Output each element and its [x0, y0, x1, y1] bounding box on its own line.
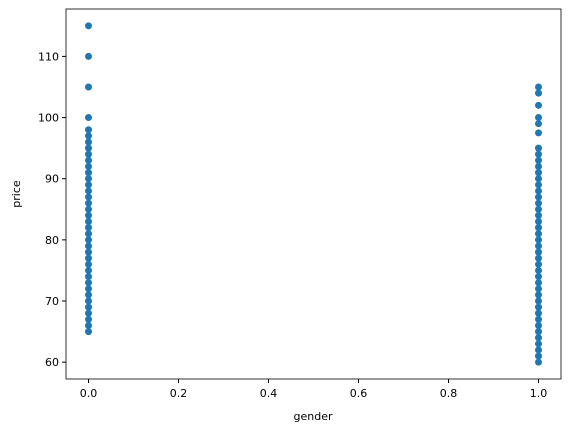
- point: [85, 303, 92, 311]
- point: [535, 169, 542, 177]
- point: [85, 236, 92, 244]
- point: [535, 230, 542, 238]
- point: [535, 321, 542, 329]
- point: [535, 156, 542, 164]
- point: [535, 175, 542, 183]
- x-tick-label: 0.0: [80, 387, 98, 400]
- point: [535, 303, 542, 311]
- x-tick-label: 0.2: [170, 387, 188, 400]
- point: [85, 321, 92, 329]
- point: [85, 126, 92, 134]
- x-axis-label: gender: [294, 410, 333, 423]
- point: [535, 199, 542, 207]
- point: [535, 260, 542, 268]
- point: [85, 114, 92, 122]
- point: [535, 162, 542, 170]
- point: [535, 218, 542, 226]
- point: [535, 285, 542, 293]
- point: [535, 279, 542, 287]
- point: [85, 199, 92, 207]
- point: [85, 22, 92, 30]
- point: [535, 309, 542, 317]
- point: [85, 193, 92, 201]
- x-tick-label: 1.0: [530, 387, 548, 400]
- point: [85, 242, 92, 250]
- point: [85, 309, 92, 317]
- y-tick-label: 60: [45, 356, 59, 369]
- y-tick-label: 100: [38, 112, 59, 125]
- point: [85, 156, 92, 164]
- point: [85, 83, 92, 91]
- point: [85, 132, 92, 140]
- point: [535, 144, 542, 152]
- point: [85, 211, 92, 219]
- point: [535, 266, 542, 274]
- point: [535, 340, 542, 348]
- point: [85, 315, 92, 323]
- point: [535, 211, 542, 219]
- point: [535, 120, 542, 128]
- point: [535, 129, 542, 137]
- point: [85, 181, 92, 189]
- plot-frame: [65, 8, 562, 380]
- point: [85, 218, 92, 226]
- point: [85, 175, 92, 183]
- point: [535, 83, 542, 91]
- point: [85, 224, 92, 232]
- point: [85, 254, 92, 262]
- point: [85, 266, 92, 274]
- point: [535, 297, 542, 305]
- point: [535, 101, 542, 109]
- point: [535, 352, 542, 360]
- point: [85, 144, 92, 152]
- point: [85, 248, 92, 256]
- point: [535, 358, 542, 366]
- point: [85, 138, 92, 146]
- point: [535, 273, 542, 281]
- x-tick-label: 0.6: [350, 387, 368, 400]
- point: [535, 205, 542, 213]
- x-tick-label: 0.8: [440, 387, 458, 400]
- point: [535, 315, 542, 323]
- point: [85, 297, 92, 305]
- point: [535, 150, 542, 158]
- point: [535, 236, 542, 244]
- point: [535, 334, 542, 342]
- point: [85, 273, 92, 281]
- point: [535, 254, 542, 262]
- point: [535, 346, 542, 354]
- point: [85, 279, 92, 287]
- point: [85, 162, 92, 170]
- point: [535, 242, 542, 250]
- y-tick-label: 70: [45, 295, 59, 308]
- point: [85, 205, 92, 213]
- point: [535, 181, 542, 189]
- point: [85, 150, 92, 158]
- point: [535, 328, 542, 336]
- point: [85, 328, 92, 336]
- point: [535, 114, 542, 122]
- point: [85, 169, 92, 177]
- point: [535, 89, 542, 97]
- point: [535, 248, 542, 256]
- point: [535, 187, 542, 195]
- point: [535, 224, 542, 232]
- point: [85, 52, 92, 60]
- point: [85, 260, 92, 268]
- y-tick-label: 80: [45, 234, 59, 247]
- point: [85, 285, 92, 293]
- y-tick-label: 90: [45, 173, 59, 186]
- point: [535, 193, 542, 201]
- x-tick-label: 0.4: [260, 387, 278, 400]
- point: [535, 291, 542, 299]
- y-axis-label: price: [10, 180, 23, 208]
- y-tick-label: 110: [38, 50, 59, 63]
- point: [85, 230, 92, 238]
- point: [85, 291, 92, 299]
- point: [85, 187, 92, 195]
